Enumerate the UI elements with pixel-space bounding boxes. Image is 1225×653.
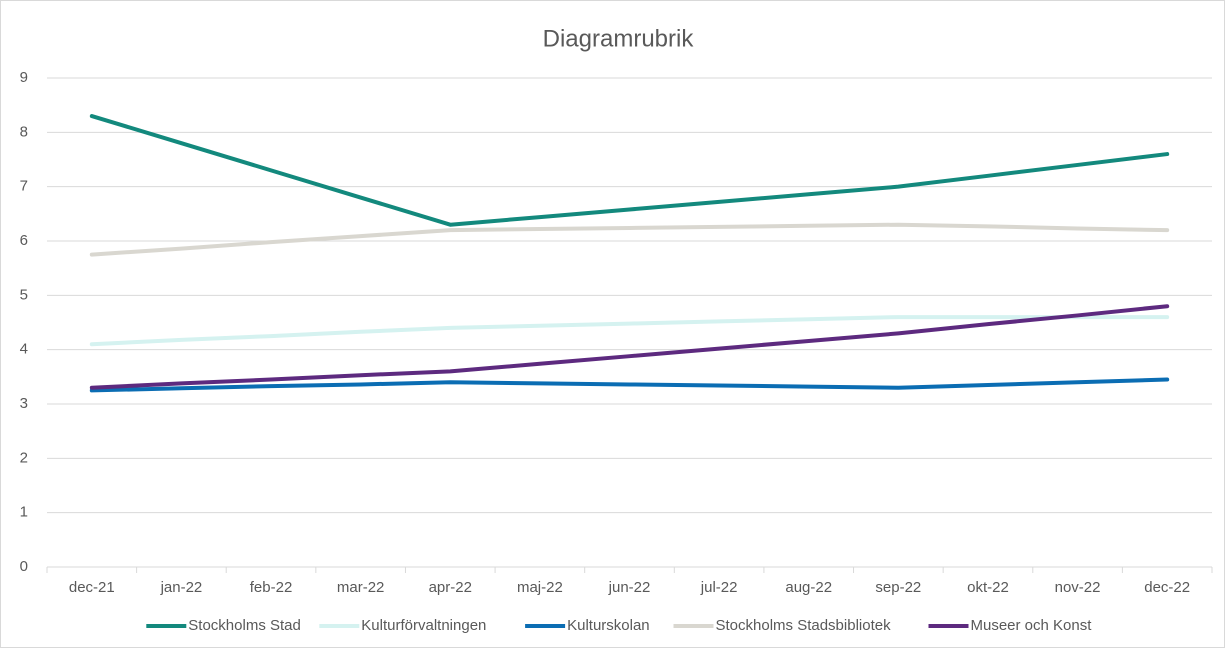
y-tick-label: 8 xyxy=(20,123,28,140)
x-tick-label: feb-22 xyxy=(250,579,293,596)
y-tick-label: 0 xyxy=(20,558,28,575)
series-line xyxy=(89,377,1170,393)
x-tick-label: okt-22 xyxy=(967,579,1009,596)
legend-label: Stockholms Stadsbibliotek xyxy=(716,617,892,634)
y-tick-label: 9 xyxy=(20,69,28,86)
legend-label: Kulturförvaltningen xyxy=(361,617,486,634)
x-tick-label: jan-22 xyxy=(160,579,203,596)
y-tick-label: 4 xyxy=(20,341,28,358)
y-tick-label: 2 xyxy=(20,449,28,466)
legend-label: Kulturskolan xyxy=(567,617,650,634)
x-tick-label: jul-22 xyxy=(700,579,738,596)
x-tick-label: jun-22 xyxy=(608,579,651,596)
x-tick-label: mar-22 xyxy=(337,579,385,596)
y-tick-label: 5 xyxy=(20,286,28,303)
series-line xyxy=(89,114,1170,227)
series-line xyxy=(89,304,1170,390)
x-tick-label: sep-22 xyxy=(875,579,921,596)
y-tick-label: 1 xyxy=(20,504,28,521)
x-tick-label: aug-22 xyxy=(785,579,832,596)
y-tick-label: 3 xyxy=(20,395,28,412)
x-tick-label: dec-22 xyxy=(1144,579,1190,596)
x-tick-label: apr-22 xyxy=(429,579,472,596)
y-tick-label: 7 xyxy=(20,178,28,195)
x-tick-label: maj-22 xyxy=(517,579,563,596)
series-line xyxy=(89,222,1170,257)
x-tick-label: dec-21 xyxy=(69,579,115,596)
legend-label: Stockholms Stad xyxy=(188,617,301,634)
y-tick-label: 6 xyxy=(20,232,28,249)
chart-title: Diagramrubrik xyxy=(543,25,695,52)
x-tick-label: nov-22 xyxy=(1055,579,1101,596)
legend-label: Museer och Konst xyxy=(971,617,1093,634)
series-line xyxy=(89,315,1170,347)
